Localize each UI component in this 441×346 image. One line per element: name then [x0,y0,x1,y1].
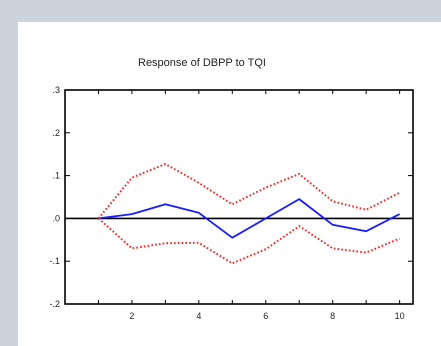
x-tick-label: 8 [330,311,335,321]
plot-area: .3 .2 .1 .0 -.1 -.2 2 4 6 8 10 [49,85,414,321]
chart-title: Response of DBPP to TQI [138,57,266,69]
y-tick-label: .2 [52,128,60,138]
y-tick-label: .0 [52,213,60,223]
plot-frame [64,89,414,305]
chart-panel: Response of DBPP to TQI .3 .2 .1 .0 -.1 -.2 2 4… [18,22,441,346]
x-tick-label: 6 [263,311,268,321]
lower-band-line [97,217,400,265]
x-tick-label: 2 [129,311,134,321]
x-tick-label: 4 [196,311,201,321]
y-tick-label: .3 [52,85,60,95]
x-tick-label: 10 [395,311,405,321]
y-tick-label: .1 [52,171,60,181]
y-tick-label: -.1 [49,256,60,266]
upper-band-line [97,163,401,220]
y-tick-label: -.2 [49,299,60,309]
line-chart: Response of DBPP to TQI .3 .2 .1 .0 -.1 -.2 2 4… [49,57,414,321]
response-line [98,198,401,239]
